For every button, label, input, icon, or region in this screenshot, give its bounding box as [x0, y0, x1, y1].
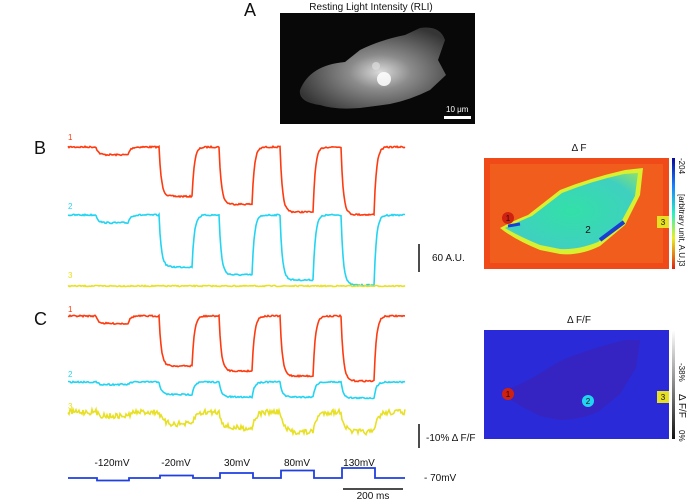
panel-c-letter: C	[34, 309, 47, 329]
voltage-protocol-trace	[68, 467, 405, 482]
map-b-title: Δ F	[571, 143, 586, 154]
colorbar-b-min: 3	[677, 262, 686, 267]
panel-a-title: Resting Light Intensity (RLI)	[309, 2, 432, 13]
roi-c-1-label: 1	[506, 390, 511, 399]
roi-b-2-label: 2	[585, 225, 591, 236]
scale-bar-b-label: 60 A.U.	[432, 253, 465, 264]
colorbar-b	[672, 158, 675, 269]
roi-c-2	[582, 395, 594, 407]
colorbar-c-min: 0%	[677, 430, 686, 442]
scale-bar-a-label: 10 μm	[446, 105, 469, 114]
trace-b3-label: 3	[68, 271, 73, 280]
trace-c3-label: 3	[68, 402, 73, 411]
roi-c-3	[657, 391, 669, 403]
step-label-5: 130mV	[343, 458, 375, 469]
trace-c1-label: 1	[68, 305, 73, 314]
roi-c-3-label: 3	[661, 393, 666, 402]
step-label-3: 30mV	[224, 458, 250, 469]
panel-b-letter: B	[34, 138, 46, 158]
roi-b-3	[657, 216, 669, 228]
scale-bar-a	[444, 116, 471, 119]
trace-b-1	[67, 144, 406, 217]
colorbar-c-max: -38%	[677, 363, 686, 382]
trace-b2-label: 2	[68, 202, 73, 211]
trace-c-1	[67, 313, 406, 383]
roi-c-2-label: 2	[586, 397, 591, 406]
roi-b-1	[502, 212, 514, 224]
map-b	[484, 158, 669, 269]
trace-c2-label: 2	[68, 370, 73, 379]
colorbar-c-label: Δ F/F	[676, 394, 687, 418]
scale-bar-c-label: -10% Δ F/F	[426, 433, 475, 444]
rli-image	[280, 13, 475, 124]
trace-b1-label: 1	[68, 133, 73, 142]
holding-potential-label: - 70mV	[424, 473, 457, 484]
roi-c-1	[502, 388, 514, 400]
step-label-1: -120mV	[94, 458, 129, 469]
colorbar-b-label: [arbitrary unit, A.U.]	[677, 194, 686, 262]
time-scale-bar-label: 200 ms	[357, 491, 390, 502]
map-c-title: Δ F/F	[567, 315, 591, 326]
trace-b-2	[67, 212, 405, 288]
colorbar-c	[672, 330, 675, 439]
trace-b-3	[67, 284, 406, 288]
panel-a-letter: A	[244, 0, 256, 20]
step-label-2: -20mV	[161, 458, 191, 469]
trace-c-3	[67, 406, 406, 437]
roi-b-1-label: 1	[506, 214, 511, 223]
colorbar-b-max: -204	[677, 158, 686, 175]
map-c	[484, 330, 669, 439]
trace-c-2	[68, 380, 406, 400]
roi-b-3-label: 3	[661, 218, 666, 227]
step-label-4: 80mV	[284, 458, 310, 469]
